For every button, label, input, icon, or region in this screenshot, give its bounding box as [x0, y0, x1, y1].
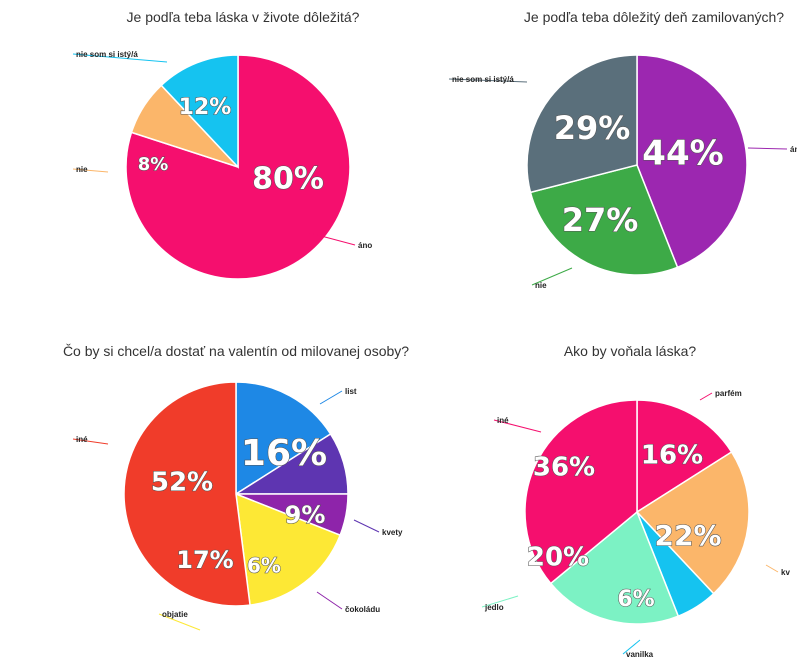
pie-slice-nie-som-si-isty-a: [160, 54, 239, 169]
slice-category-label: čokoládu: [345, 605, 380, 614]
slice-category-label: vanilka: [626, 650, 654, 659]
leader-line: [316, 591, 343, 610]
pie-slice-objatie: [235, 492, 342, 606]
slice-category-label: kv: [781, 568, 790, 577]
pie-chart-1: Je podľa teba láska v živote dôležitá? 80…: [72, 9, 372, 280]
slice-category-label: nie: [76, 165, 88, 174]
pie-slice-jedlo: [549, 510, 680, 625]
leader-line: [319, 390, 343, 405]
leader-line: [309, 232, 356, 246]
pie-slice-kv: [635, 450, 750, 595]
pie-slice-ine: [123, 381, 251, 607]
slice-category-label: iné: [497, 416, 509, 425]
pie-slice-ine: [524, 399, 638, 585]
slice-category-label: nie: [535, 281, 547, 290]
slice-percent-label: 16%: [241, 433, 327, 474]
pie-chart-3: Čo by si chcel/a dostať na valentín od m…: [63, 343, 409, 631]
chart-title: Je podľa teba láska v živote dôležitá?: [127, 9, 360, 25]
leader-line: [481, 595, 519, 608]
pie-chart-2: Je podľa teba dôležitý deň zamilovaných?…: [448, 9, 797, 290]
slice-percent-label: 12%: [179, 95, 232, 120]
slice-category-label: nie som si istý/á: [76, 50, 138, 59]
leader-line: [765, 564, 779, 573]
slice-percent-label: 36%: [533, 453, 595, 483]
leader-line: [72, 168, 109, 173]
slice-percent-label: 8%: [138, 154, 169, 175]
slice-category-label: áno: [790, 145, 797, 154]
leader-line: [353, 519, 380, 533]
leader-line: [747, 147, 788, 150]
leader-line: [531, 267, 573, 286]
slice-category-label: objatie: [162, 610, 188, 619]
slice-category-label: list: [345, 387, 357, 396]
slice-category-label: jedlo: [484, 603, 504, 612]
slice-percent-label: 17%: [176, 546, 233, 574]
slice-category-label: kvety: [382, 528, 403, 537]
slice-category-label: iné: [76, 435, 88, 444]
leader-line: [699, 392, 713, 401]
slice-percent-label: 27%: [562, 201, 639, 239]
slice-percent-label: 29%: [554, 109, 631, 147]
chart-title: Ako by voňala láska?: [564, 343, 697, 359]
slice-percent-label: 44%: [642, 134, 723, 174]
pie-slice-list: [235, 381, 332, 496]
pie-slice-nie: [529, 164, 679, 276]
leader-line: [493, 419, 542, 433]
slice-category-label: nie som si istý/á: [452, 75, 514, 84]
slice-percent-label: 22%: [654, 519, 721, 552]
slice-percent-label: 80%: [252, 162, 324, 197]
slice-percent-label: 16%: [641, 441, 703, 471]
pie-slice-ano: [636, 54, 748, 269]
pie-chart-4: Ako by voňala láska? 16% parfém 22% kv 6% vani…: [481, 343, 790, 659]
leader-line: [448, 78, 528, 83]
leader-line: [72, 438, 109, 445]
leader-line: [158, 613, 201, 631]
leader-line: [72, 53, 168, 63]
slice-percent-label: 6%: [617, 587, 654, 612]
slice-percent-label: 20%: [527, 543, 589, 573]
pie-slice-parfem: [636, 399, 733, 514]
slice-percent-label: 6%: [247, 554, 281, 578]
slice-category-label: áno: [358, 241, 372, 250]
pie-slice-nie-som-si-isty-a: [526, 54, 638, 194]
chart-title: Je podľa teba dôležitý deň zamilovaných?: [524, 9, 784, 25]
leader-line: [622, 639, 641, 655]
slice-percent-label: 52%: [151, 468, 213, 498]
slice-percent-label: 9%: [285, 501, 326, 529]
chart-title: Čo by si chcel/a dostať na valentín od m…: [63, 343, 409, 359]
slice-category-label: parfém: [715, 389, 742, 398]
